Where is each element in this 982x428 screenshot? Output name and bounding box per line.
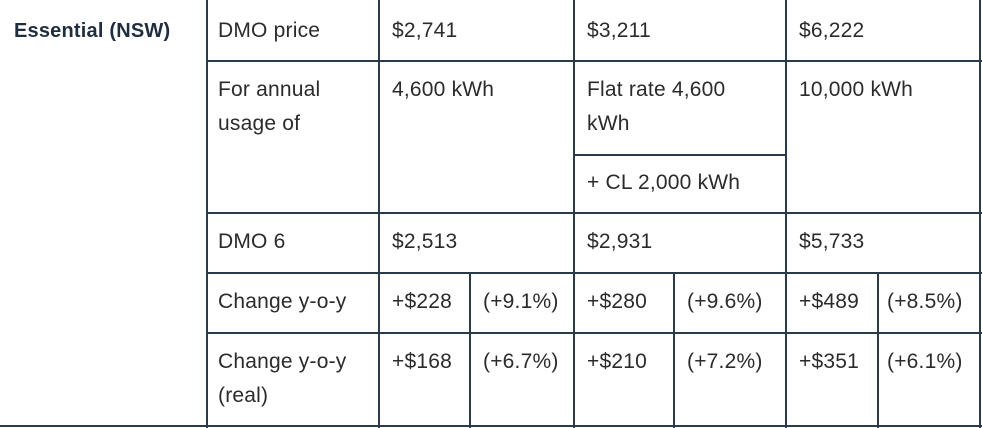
col-divider	[979, 0, 981, 428]
row-divider	[206, 332, 982, 334]
real-abs: +$351	[799, 350, 859, 373]
change-abs: +$280	[587, 290, 647, 313]
change-pct: (+9.1%)	[483, 290, 559, 313]
change-abs: +$489	[799, 290, 859, 313]
label-annual-usage: For annual usage of	[218, 78, 321, 135]
table-bottom-border	[0, 425, 982, 427]
col-divider	[378, 0, 380, 428]
change-pct: (+9.6%)	[687, 290, 763, 313]
row-divider	[206, 272, 982, 274]
label-dmo6: DMO 6	[218, 230, 286, 253]
label-change: Change y-o-y	[218, 290, 347, 313]
dmo-price-value: $2,741	[392, 19, 458, 42]
real-pct: (+6.7%)	[483, 350, 559, 373]
usage-value: 4,600 kWh	[392, 78, 495, 101]
usage-value: 10,000 kWh	[799, 78, 914, 101]
col-divider	[469, 272, 471, 428]
provider-name: Essential (NSW)	[14, 20, 171, 42]
row-divider	[206, 212, 982, 214]
usage-value: Flat rate 4,600 kWh	[587, 78, 726, 135]
real-pct: (+7.2%)	[687, 350, 763, 373]
change-abs: +$228	[392, 290, 452, 313]
row-divider	[206, 60, 982, 62]
row-divider	[574, 154, 786, 156]
col-divider	[573, 0, 575, 428]
dmo6-value: $2,513	[392, 230, 458, 253]
label-dmo-price: DMO price	[218, 19, 321, 42]
real-abs: +$168	[392, 350, 452, 373]
usage-extra-value: + CL 2,000 kWh	[587, 171, 741, 194]
real-abs: +$210	[587, 350, 647, 373]
col-divider	[785, 0, 787, 428]
dmo-price-value: $6,222	[799, 19, 865, 42]
dmo-price-value: $3,211	[587, 19, 651, 42]
dmo6-value: $2,931	[587, 230, 653, 253]
col-divider	[877, 272, 879, 428]
col-divider	[673, 272, 675, 428]
col-divider	[206, 0, 208, 428]
label-change-real: Change y-o-y (real)	[218, 350, 347, 407]
real-pct: (+6.1%)	[887, 350, 963, 373]
dmo6-value: $5,733	[799, 230, 865, 253]
change-pct: (+8.5%)	[887, 290, 963, 313]
